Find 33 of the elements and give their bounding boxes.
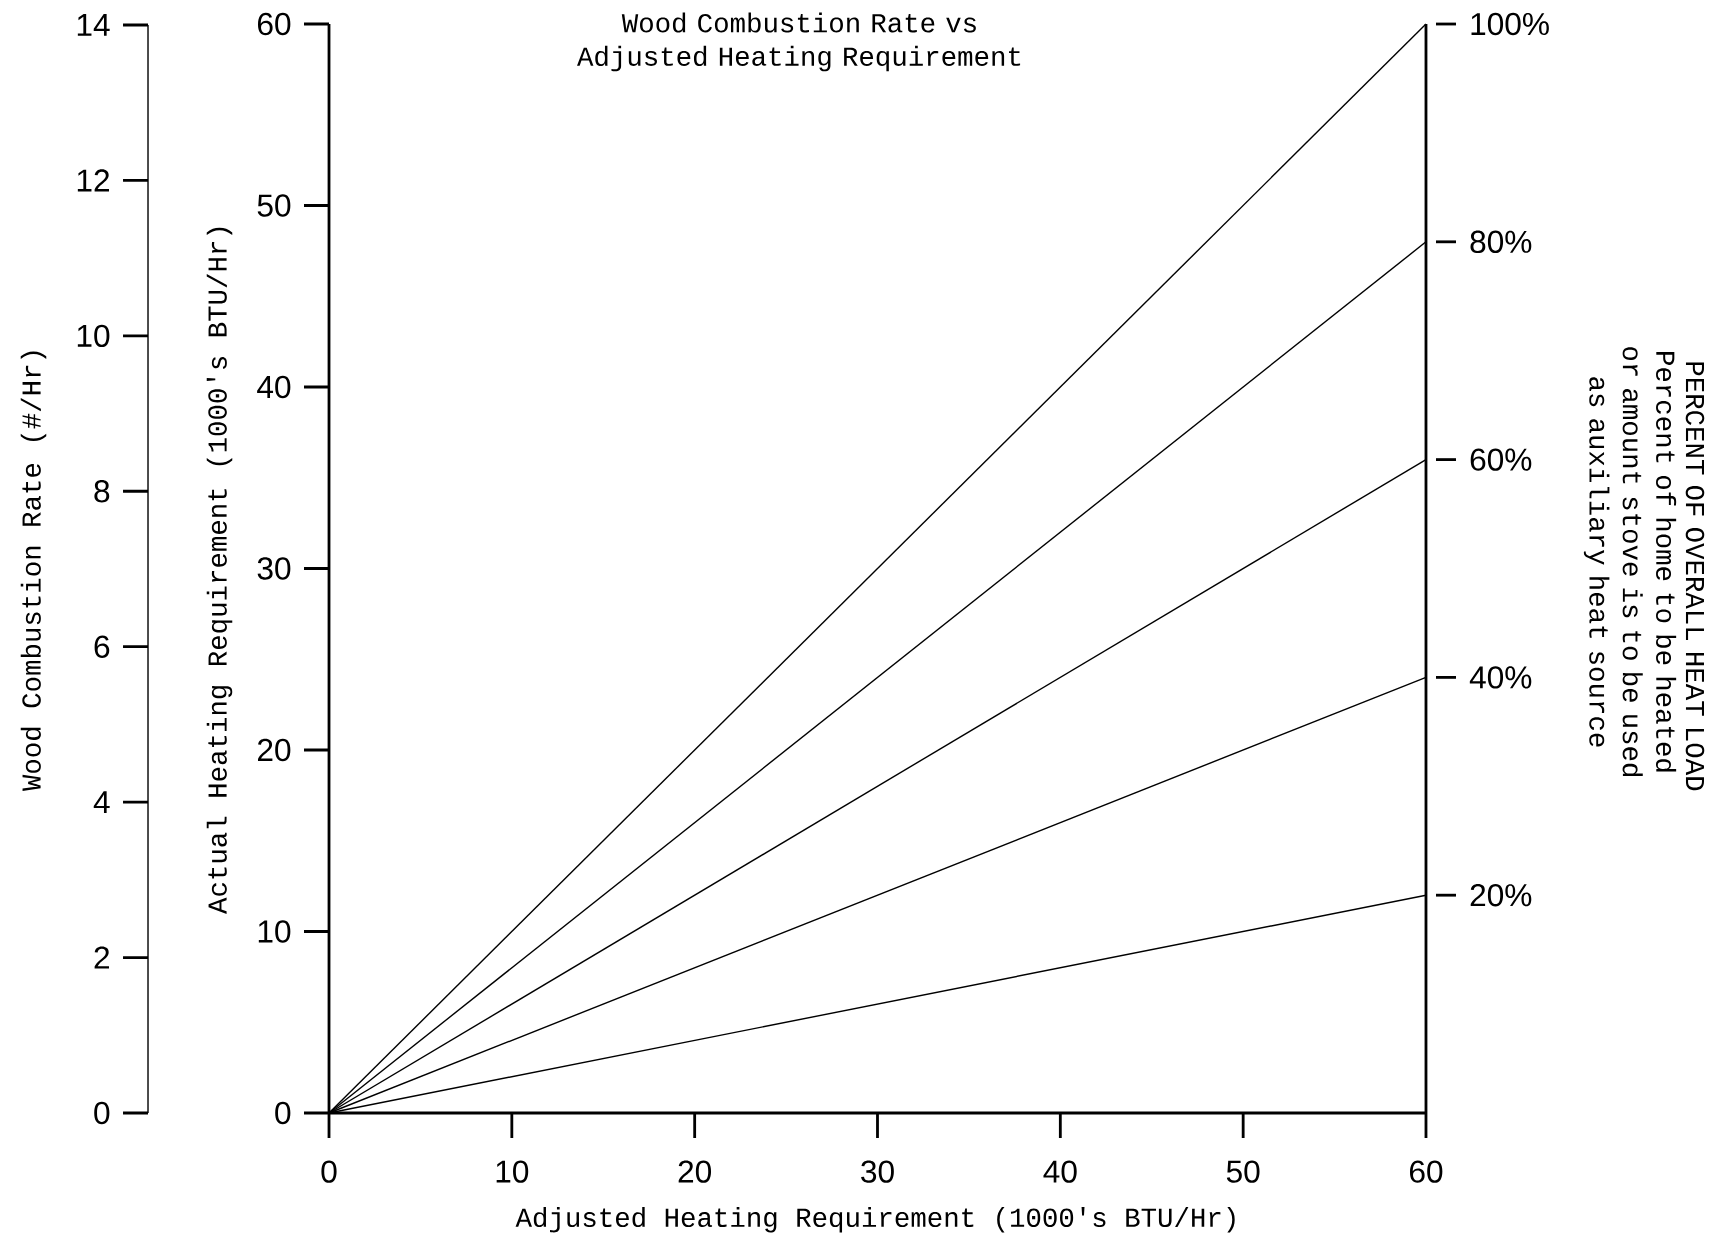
y2-tick-label: 0: [94, 1101, 110, 1125]
y-tick-label: 20: [258, 738, 291, 762]
y2-tick-label: 8: [94, 480, 110, 503]
y2-tick-label: 2: [94, 946, 109, 969]
legend-label: 40%: [1469, 666, 1532, 689]
y-tick-label: 50: [257, 194, 291, 217]
x-tick-label: 60: [1410, 1160, 1443, 1183]
y-axis-title: Actual Heating Requirement (1000's BTU/Hr): [206, 227, 233, 914]
y2-tick-label: 10: [77, 324, 110, 348]
legend-label: 80%: [1470, 230, 1532, 254]
legend-label: 60%: [1470, 448, 1532, 471]
y2-tick-label: 4: [93, 791, 110, 813]
x-tick-label: 50: [1226, 1160, 1260, 1183]
y2-axis-title: Wood Combustion Rate (#/Hr): [20, 351, 47, 792]
x-tick-label: 40: [1043, 1160, 1077, 1183]
y-tick-label: 40: [257, 375, 291, 399]
text: PERCENT OF OVERALL HEAT LOAD: [1685, 362, 1705, 791]
y-tick-label: 30: [257, 557, 291, 580]
x-tick-label: 30: [861, 1160, 894, 1183]
legend-label: 20%: [1470, 883, 1532, 907]
legend-label: 100%: [1471, 12, 1549, 36]
x-tick-label: 20: [678, 1160, 712, 1183]
x-axis-title: Adjusted Heating Requirement (1000's BTU/Hr): [515, 1206, 1235, 1233]
y-tick-label: 60: [258, 12, 291, 36]
y-tick-label: 0: [275, 1101, 291, 1125]
x-tick-label: 10: [496, 1160, 529, 1183]
chart-title: Wood Combustion Rate vs Adjusted Heating Requirement: [577, 12, 1021, 72]
text: Percent of home to be heated or amount stove is to be used as auxiliary heat source: [1583, 347, 1677, 777]
y2-tick-label: 6: [94, 635, 110, 658]
y-tick-label: 10: [258, 920, 291, 943]
y2-tick-label: 14: [77, 14, 110, 36]
y2-tick-label: 12: [77, 169, 109, 192]
x-tick-label: 0: [321, 1160, 337, 1183]
